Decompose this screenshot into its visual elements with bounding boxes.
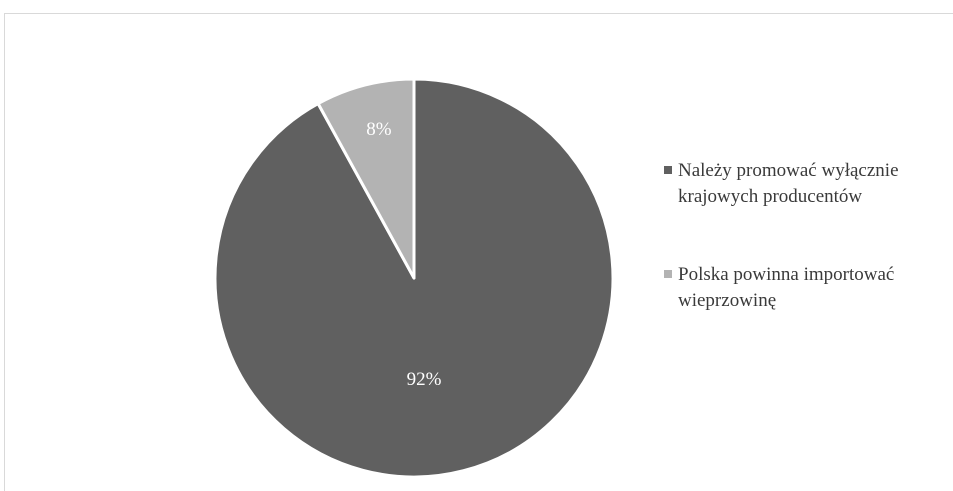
legend-swatch-domestic — [664, 166, 672, 174]
pie-label-domestic: 92% — [407, 369, 442, 390]
legend-swatch-import — [664, 270, 672, 278]
pie-label-import: 8% — [366, 119, 392, 140]
legend-label-import: Polska powinna importować wieprzowinę — [678, 264, 895, 311]
legend-label-domestic: Należy promować wyłącznie krajowych prod… — [678, 160, 899, 207]
legend-item-import: Polska powinna importować wieprzowinę — [664, 262, 944, 314]
chart-area — [4, 13, 953, 491]
pie-slice-import — [316, 77, 416, 280]
legend: Należy promować wyłącznie krajowych prod… — [664, 158, 944, 314]
legend-item-domestic: Należy promować wyłącznie krajowych prod… — [664, 158, 944, 210]
